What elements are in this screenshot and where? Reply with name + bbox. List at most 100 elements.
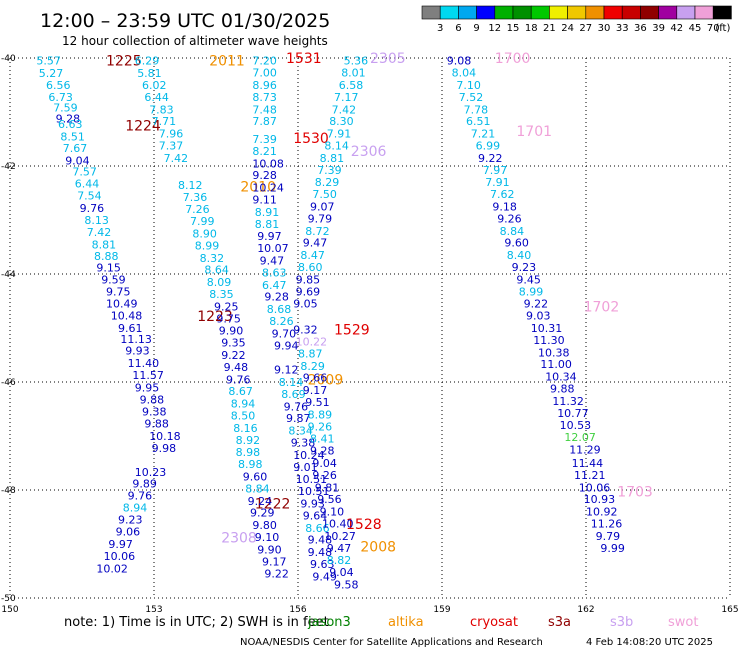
- y-tick-label: -46: [1, 378, 16, 388]
- wave-height-value: 9.79: [308, 212, 333, 225]
- wave-height-value: 8.14: [279, 376, 304, 389]
- wave-height-value: 7.67: [63, 142, 88, 155]
- legend-label: 42: [670, 23, 683, 34]
- wave-height-value: 9.47: [260, 255, 285, 268]
- wave-height-value: 8.89: [308, 408, 333, 421]
- wave-height-value: 8.81: [320, 152, 345, 165]
- wave-height-value: 9.22: [221, 349, 246, 362]
- wave-height-value: 8.47: [300, 249, 325, 262]
- wave-height-value: 11.00: [540, 358, 572, 371]
- satellite-name: cryosat: [470, 615, 518, 630]
- wave-height-value: 6.51: [466, 115, 491, 128]
- wave-height-value: 6.47: [262, 279, 287, 292]
- wave-height-value: 7.37: [159, 139, 184, 152]
- track-time-label: 1529: [334, 323, 370, 339]
- wave-height-value: 9.70: [272, 327, 297, 340]
- x-tick-label: 162: [577, 605, 594, 615]
- wave-height-value: 7.39: [252, 133, 277, 146]
- wave-height-value: 7.91: [485, 176, 510, 189]
- wave-height-value: 9.38: [291, 436, 316, 449]
- legend-label: 12: [488, 23, 501, 34]
- chart-title: 12:00 – 23:59 UTC 01/30/2025: [40, 10, 330, 32]
- wave-height-value: 9.95: [135, 381, 160, 394]
- wave-height-value: 10.51: [298, 485, 330, 498]
- satellite-name: altika: [388, 615, 424, 630]
- track-time-label: 1222: [255, 497, 291, 513]
- legend-label: 6: [455, 23, 461, 34]
- wave-height-value: 9.12: [274, 364, 299, 377]
- wave-height-value: 8.09: [207, 276, 232, 289]
- wave-height-value: 9.06: [116, 526, 141, 539]
- x-tick-label: 150: [1, 605, 18, 615]
- wave-height-value: 10.93: [584, 493, 616, 506]
- legend-swatch: [530, 5, 550, 20]
- wave-height-value: 10.92: [586, 506, 618, 519]
- track-time-label: 1700: [495, 51, 531, 67]
- wave-height-value: 10.06: [104, 550, 136, 563]
- wave-height-value: 8.73: [252, 91, 277, 104]
- wave-height-value: 5.36: [344, 55, 369, 68]
- wave-height-value: 9.26: [308, 420, 333, 433]
- wave-height-value: 9.10: [320, 506, 345, 519]
- legend-label: 70: [707, 23, 720, 34]
- legend-swatch: [585, 5, 605, 20]
- wave-height-value: 7.96: [159, 128, 184, 141]
- wave-height-value: 9.17: [262, 555, 287, 568]
- wave-height-value: 9.28: [252, 169, 277, 182]
- wave-height-value: 9.85: [296, 273, 321, 286]
- wave-height-value: 8.13: [84, 214, 109, 227]
- wave-height-value: 8.84: [245, 482, 270, 495]
- legend-label: 3: [437, 23, 443, 34]
- wave-height-value: 7.50: [312, 188, 337, 201]
- wave-height-value: 9.38: [142, 406, 167, 419]
- credit-text: NOAA/NESDIS Center for Satellite Applica…: [240, 637, 543, 648]
- legend-label: 39: [652, 23, 665, 34]
- wave-height-value: 9.90: [219, 325, 244, 338]
- legend-swatch: [476, 5, 496, 20]
- wave-height-value: 11.26: [591, 517, 623, 530]
- track-time-label: 2010: [240, 180, 276, 196]
- wave-height-value: 10.24: [252, 182, 284, 195]
- wave-height-value: 7.00: [252, 67, 277, 80]
- track-time-label: 1703: [617, 485, 653, 501]
- wave-height-value: 9.15: [96, 262, 121, 275]
- wave-height-value: 9.60: [504, 237, 529, 250]
- wave-height-value: 8.50: [231, 409, 256, 422]
- wave-height-value: 8.14: [324, 139, 349, 152]
- wave-height-value: 9.26: [312, 469, 337, 482]
- wave-height-value: 9.48: [308, 534, 333, 547]
- wave-height-value: 9.51: [305, 396, 330, 409]
- track-time-label: 1701: [516, 124, 552, 140]
- x-tick-label: 159: [433, 605, 450, 615]
- wave-height-value: 9.79: [596, 530, 621, 543]
- wave-height-value: 9.25: [214, 300, 239, 313]
- track-time-label: 2306: [351, 144, 387, 160]
- legend-label: 21: [543, 23, 556, 34]
- wave-height-value: 7.59: [53, 102, 77, 115]
- wave-height-value: 8.72: [305, 225, 330, 238]
- wave-height-value: 7.91: [327, 128, 352, 141]
- wave-height-value: 8.32: [200, 252, 225, 265]
- wave-height-value: 8.92: [236, 434, 261, 447]
- wave-height-value: 7.52: [459, 91, 484, 104]
- wave-height-value: 8.60: [298, 261, 323, 274]
- wave-height-value: 9.94: [274, 339, 299, 352]
- legend-label: 36: [634, 23, 647, 34]
- wave-height-value: 8.29: [300, 360, 325, 373]
- wave-height-value: 11.44: [572, 457, 604, 470]
- wave-height-value: 8.91: [255, 206, 279, 219]
- legend-swatch: [512, 5, 532, 20]
- wave-height-value: 9.81: [315, 481, 340, 494]
- wave-height-value: 8.04: [452, 67, 477, 80]
- wave-height-value: 9.64: [303, 509, 328, 522]
- legend-label: 30: [598, 23, 611, 34]
- wave-height-value: 9.03: [526, 310, 551, 323]
- wave-height-value: 10.48: [111, 310, 143, 323]
- wave-height-value: 9.22: [264, 568, 289, 581]
- legend-swatch: [567, 5, 587, 20]
- wave-height-value: 6.99: [476, 139, 501, 152]
- wave-height-value: 10.08: [252, 157, 284, 170]
- wave-height-value: 6.44: [75, 177, 100, 190]
- wave-height-value: 9.58: [334, 579, 359, 592]
